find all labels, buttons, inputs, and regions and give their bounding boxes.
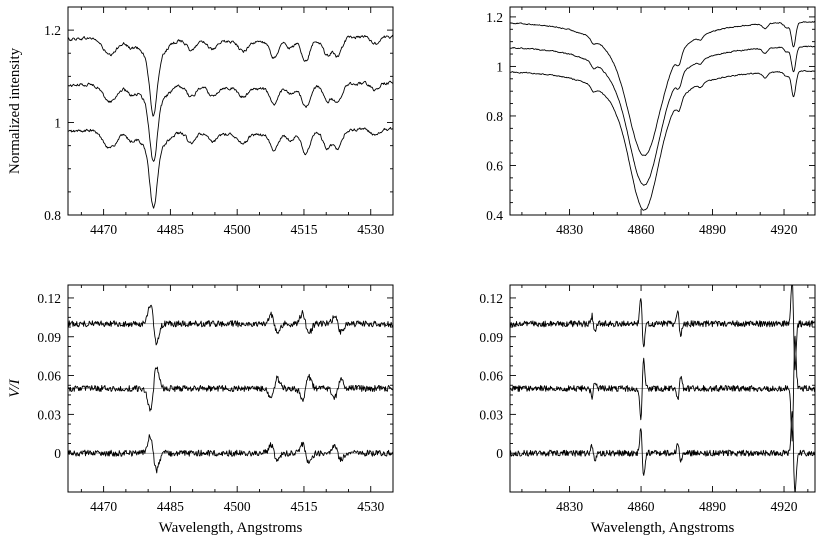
spectrum-1: [510, 45, 815, 186]
panel-bottom-left: 4470 4485 4500 4515 4530 0 0.03 0.06 0.09 0.12 Wav…: [7, 284, 394, 536]
y-tick-label: 1.2: [486, 10, 503, 25]
plot-frame: [67, 284, 394, 493]
y-tick-label: 0.06: [479, 369, 503, 384]
spectrum-2: [510, 70, 815, 211]
y-axis-label: V/I: [7, 378, 23, 397]
x-tick-label: 4530: [357, 499, 384, 514]
x-tick-label: 4470: [90, 222, 117, 237]
x-tick-label: 4530: [357, 222, 384, 237]
y-tick-label: 0: [496, 446, 503, 461]
spectrum-2: [68, 126, 393, 209]
x-tick-label: 4860: [628, 499, 655, 514]
x-tick-label: 4515: [290, 222, 317, 237]
x-tick-label: 4470: [90, 499, 117, 514]
spectrum-1: [68, 366, 393, 412]
x-tick-label: 4500: [224, 222, 251, 237]
spectrum-2: [68, 434, 393, 474]
y-tick-label: 0.12: [479, 291, 503, 306]
x-tick-label: 4920: [771, 222, 798, 237]
y-tick-label: 0.12: [37, 291, 61, 306]
x-axis-label: Wavelength, Angstroms: [591, 520, 735, 536]
x-tick-label: 4500: [224, 499, 251, 514]
spectrum-0: [68, 34, 393, 117]
y-tick-label: 1: [54, 116, 61, 131]
spectrum-0: [68, 304, 393, 346]
x-tick-label: 4515: [290, 499, 317, 514]
spectrum-0: [510, 20, 815, 156]
x-tick-label: 4890: [699, 499, 726, 514]
plot-frame: [509, 284, 816, 493]
spectrum-2: [510, 411, 815, 492]
plot-frame: [67, 6, 394, 216]
panel-top-right: 4830 4860 4890 4920 0.4 0.6 0.8 1 1.2: [486, 6, 816, 237]
y-tick-label: 0.03: [37, 407, 61, 422]
y-axis-label: Normalized intensity: [7, 47, 23, 174]
panel-bottom-right: 4830 4860 4890 4920 0 0.03 0.06 0.09 0.12 Wavelen…: [479, 284, 816, 536]
x-tick-label: 4485: [157, 499, 184, 514]
x-tick-label: 4830: [556, 222, 583, 237]
y-tick-label: 0.03: [479, 407, 503, 422]
panels-group: 4470 4485 4500 4515 4530 0.8 1 1.2 Normalized in…: [7, 6, 816, 536]
y-tick-label: 0.4: [486, 208, 503, 223]
y-tick-label: 0.09: [479, 330, 503, 345]
plot-frame: [509, 6, 816, 216]
y-tick-label: 0.8: [486, 109, 503, 124]
panel-top-left: 4470 4485 4500 4515 4530 0.8 1 1.2 Normalized in…: [7, 6, 394, 237]
y-tick-label: 0.06: [37, 369, 61, 384]
y-tick-label: 1.2: [44, 23, 61, 38]
x-tick-label: 4860: [628, 222, 655, 237]
x-tick-label: 4920: [771, 499, 798, 514]
y-tick-label: 0: [54, 446, 61, 461]
y-tick-label: 0.6: [486, 158, 503, 173]
spectrum-0: [510, 285, 815, 371]
y-tick-label: 0.09: [37, 330, 61, 345]
x-tick-label: 4890: [699, 222, 726, 237]
spectrum-1: [510, 335, 815, 442]
x-tick-label: 4830: [556, 499, 583, 514]
x-axis-label: Wavelength, Angstroms: [159, 520, 303, 536]
series-group: [68, 304, 393, 474]
y-tick-label: 0.8: [44, 208, 61, 223]
series-group: [510, 20, 815, 211]
x-tick-label: 4485: [157, 222, 184, 237]
series-group: [68, 34, 393, 209]
series-group: [510, 285, 815, 492]
spectrum-1: [68, 80, 393, 162]
y-tick-label: 1: [496, 59, 503, 74]
